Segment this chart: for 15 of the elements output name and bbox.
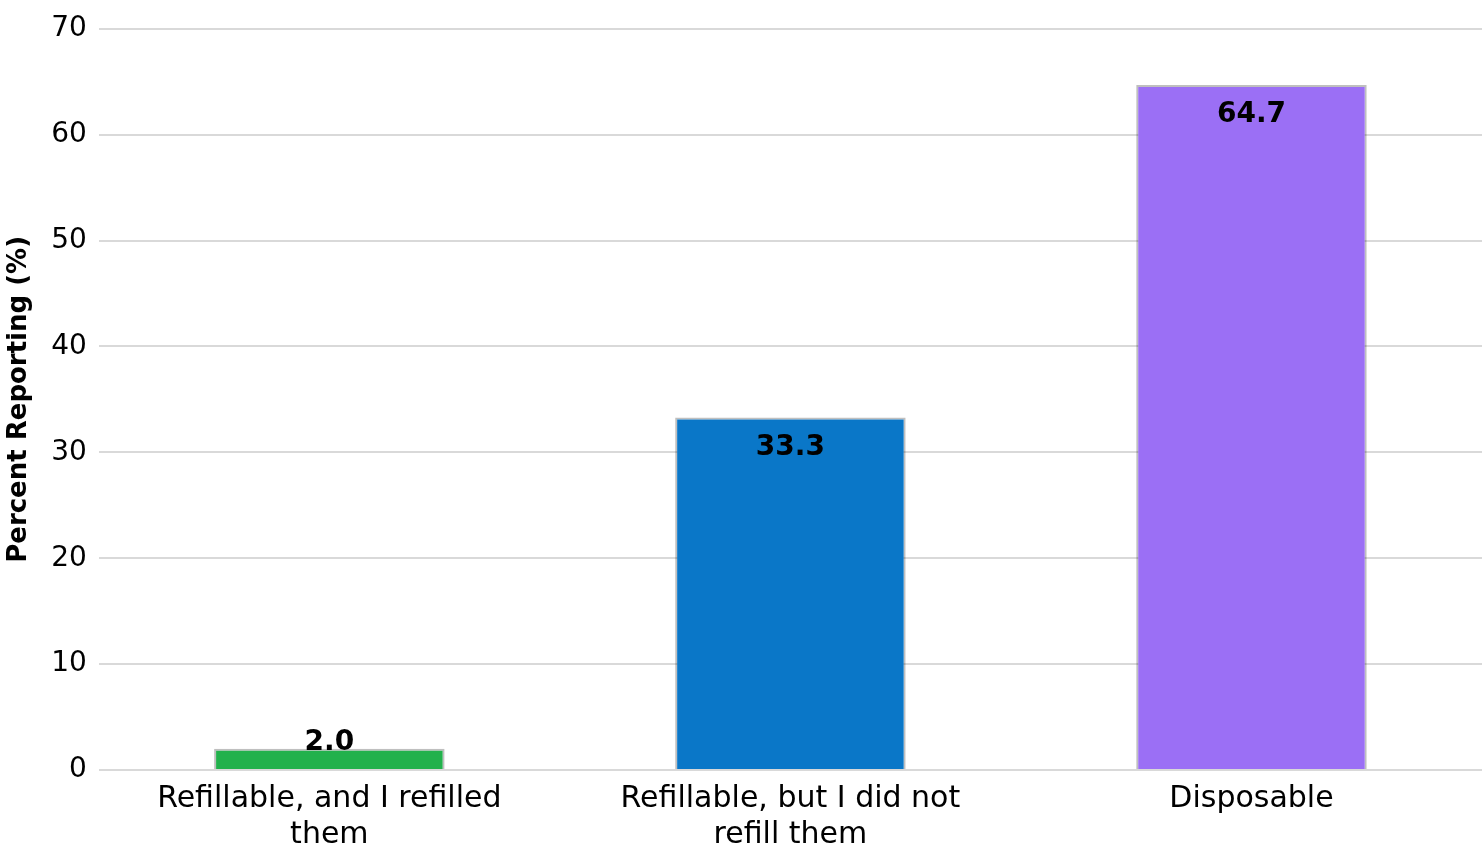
y-tick-label: 40	[51, 327, 87, 361]
x-tick-label: Refillable, and I refilled them	[157, 778, 502, 850]
y-tick-label: 10	[51, 645, 87, 679]
y-tick-label: 30	[51, 433, 87, 467]
data-label: 2.0	[304, 724, 355, 758]
y-tick-label: 50	[51, 221, 87, 255]
data-label: 33.3	[755, 428, 825, 462]
x-tick-label: Refillable, but I did not refill them	[620, 778, 961, 850]
y-axis-title: Percent Reporting (%)	[2, 235, 33, 563]
y-tick-label: 0	[69, 751, 87, 785]
y-tick-label: 70	[51, 10, 87, 44]
x-tick-label: Disposable	[1169, 778, 1334, 814]
y-tick-label: 20	[51, 539, 87, 573]
y-tick-label: 60	[51, 115, 87, 149]
data-label: 64.7	[1216, 96, 1287, 130]
